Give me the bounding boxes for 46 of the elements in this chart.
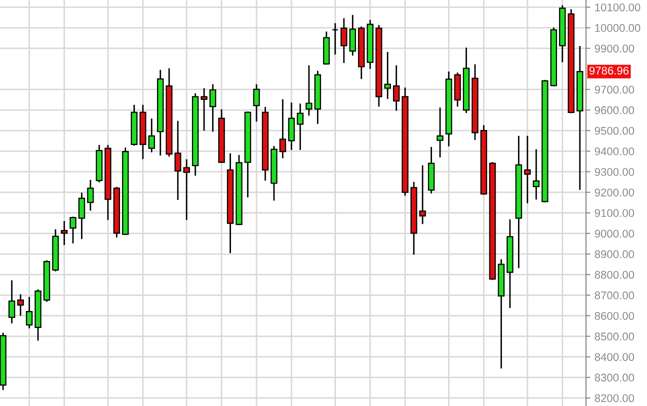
candlestick [279,99,286,158]
y-tick-label: 9300.00 [594,168,634,176]
candlestick [384,52,391,100]
y-tick-label: 8700.00 [594,291,634,300]
candlestick [87,180,94,211]
y-tick-label: 9400.00 [594,147,634,156]
candlestick [392,65,400,111]
y-tick-label: 9700.00 [594,86,634,94]
candlestick [148,118,155,152]
candlestick [524,136,531,204]
candlestick [340,18,348,64]
candlestick [306,65,312,116]
candlestick [253,84,260,122]
candlestick [532,149,540,200]
candlestick [17,294,24,316]
candlestick [183,159,190,220]
y-tick-label: 8600.00 [594,312,634,320]
candlestick [209,84,216,132]
y-tick-label: 9100.00 [594,209,634,218]
candlestick [349,14,356,56]
y-tick-label: 8400.00 [594,353,634,361]
annotation: 9786.96 [589,66,629,75]
y-tick-label: 10000.00 [595,24,640,32]
candlestick [8,280,16,324]
candlestick [78,192,86,240]
candlestick [200,88,208,131]
y-tick-label: 8300.00 [594,374,634,382]
y-tick-label: 9900.00 [594,44,634,52]
y-tick-label: 8800.00 [594,270,634,279]
y-tick-label: 9600.00 [594,106,634,114]
y-tick-label: 8200.00 [594,394,634,402]
candlestick [296,104,304,150]
y-tick-label: 8900.00 [594,250,634,258]
candlestick [26,296,33,328]
y-tick-label: 8500.00 [594,332,634,340]
candlestick [419,165,426,224]
candlestick [70,216,76,244]
y-tick-label: 9200.00 [594,188,634,196]
y-tick-label: 9000.00 [594,230,634,238]
y-tick-label: 9500.00 [594,126,634,135]
candlestick [332,23,339,55]
candlestick [60,221,68,246]
candlestick [288,102,295,150]
candlestick [174,120,182,200]
candlestick [436,107,444,158]
y-tick-label: 10100.00 [595,3,640,12]
